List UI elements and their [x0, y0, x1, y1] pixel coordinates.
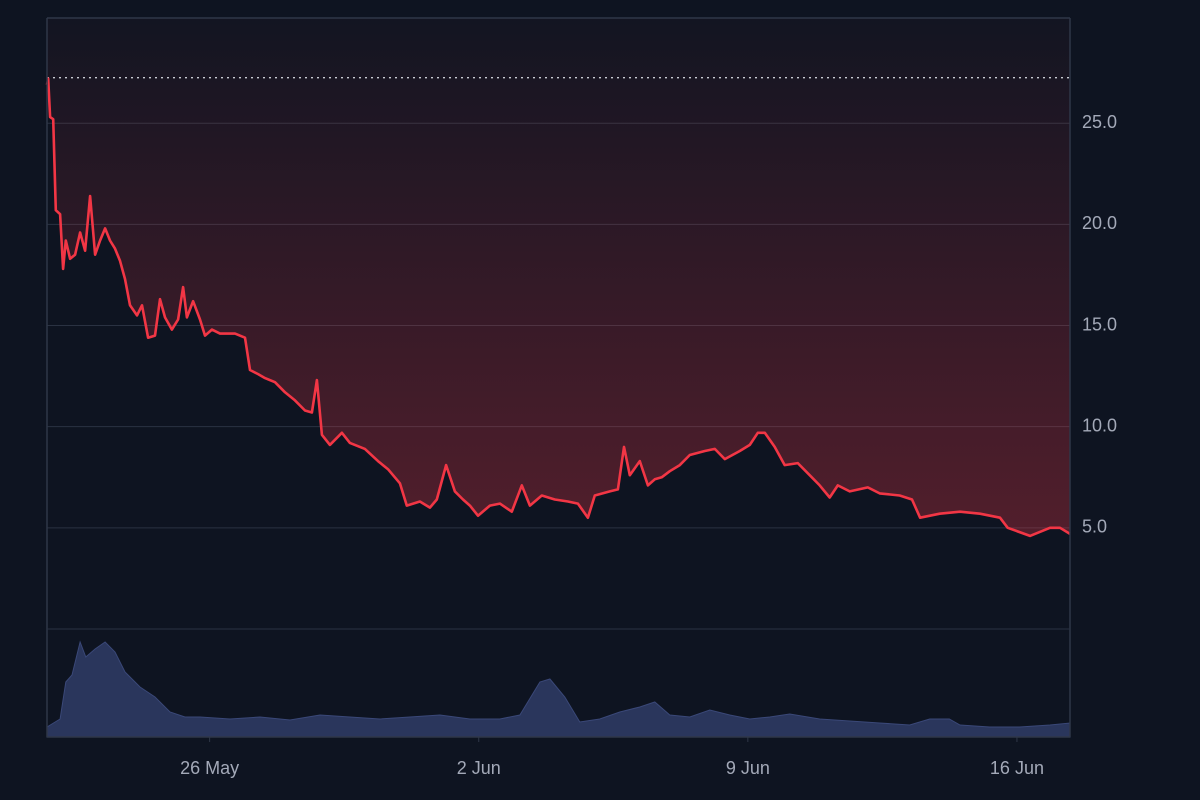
y-tick-label: 20.0	[1082, 213, 1117, 233]
volume-area	[46, 640, 1071, 738]
y-tick-label: 10.0	[1082, 415, 1117, 435]
x-tick-label: 9 Jun	[726, 758, 770, 778]
y-tick-label: 25.0	[1082, 112, 1117, 132]
price-line	[45, 77, 1071, 538]
x-tick-label: 26 May	[180, 758, 239, 778]
x-tick-label: 2 Jun	[457, 758, 501, 778]
x-tick-label: 16 Jun	[990, 758, 1044, 778]
y-tick-label: 15.0	[1082, 314, 1117, 334]
y-tick-label: 5.0	[1082, 517, 1107, 537]
